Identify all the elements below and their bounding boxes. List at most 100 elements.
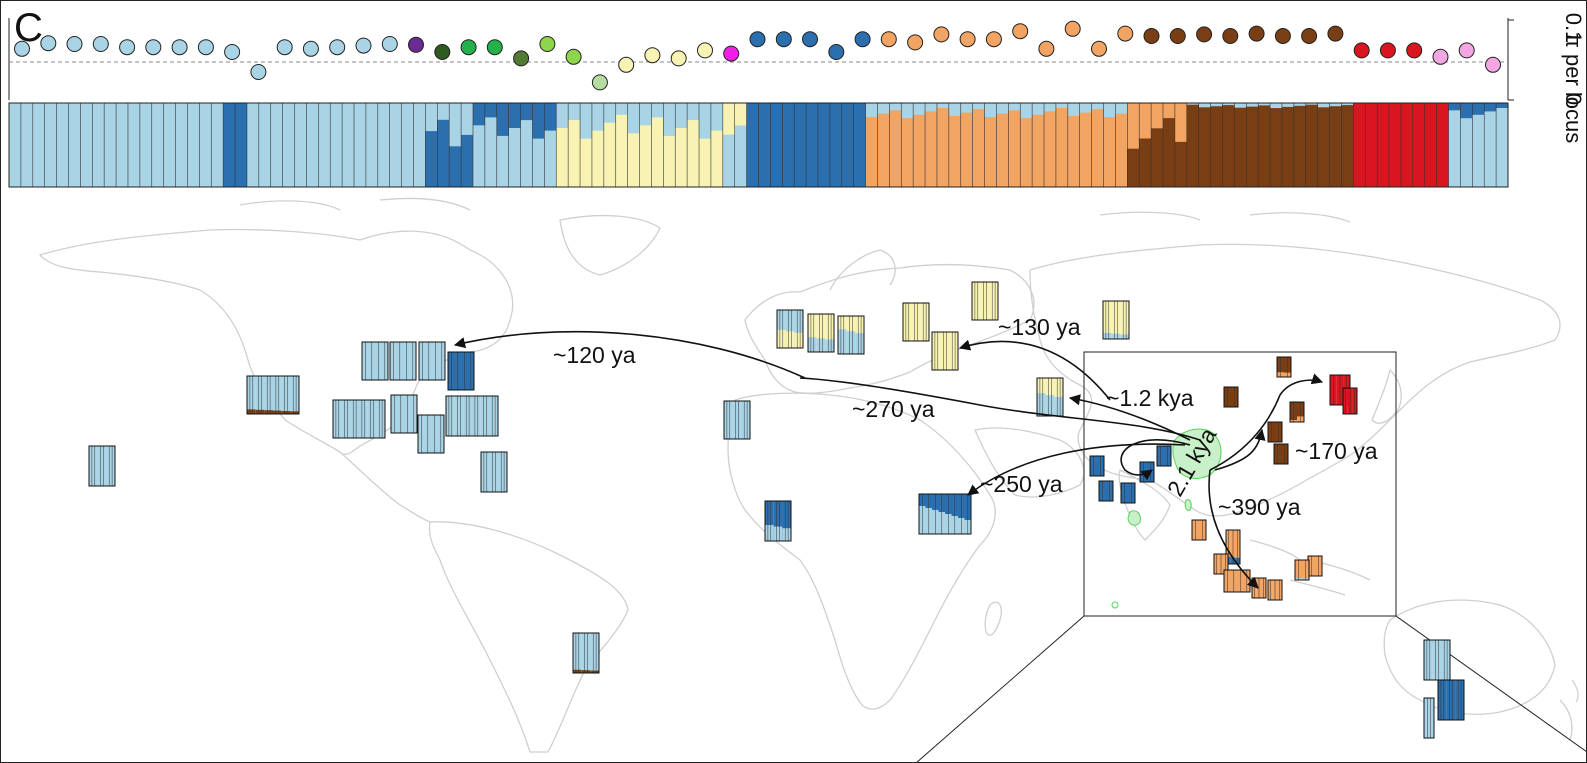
ancestry-bar [853, 103, 866, 187]
label-390ya: ~390 ya [1218, 494, 1301, 520]
ancestry-bar [1484, 103, 1497, 187]
sample-bar [89, 446, 98, 486]
ancestry-bar-admixture [663, 103, 676, 136]
ancestry-bar-admixture [960, 103, 973, 113]
ancestry-bar [1246, 103, 1259, 187]
ancestry-bar-admixture [1246, 103, 1259, 107]
sample-group-frame [480, 451, 508, 493]
diversity-point [854, 31, 871, 48]
sample-group-frame [417, 414, 445, 454]
map-madagascar [984, 601, 1002, 636]
ancestry-bar-admixture [580, 103, 593, 139]
ancestry-bar-admixture [996, 103, 1009, 114]
diversity-strip: 0.1 0 π per locus [8, 13, 1586, 143]
sample-bar [481, 452, 490, 492]
sample-bar [590, 633, 599, 673]
ancestry-bar [901, 103, 914, 187]
map-south-america [428, 521, 629, 753]
sample-group-frame [1156, 445, 1172, 467]
sample-bar [980, 282, 990, 320]
ancestry-bar [1067, 103, 1081, 187]
ancestry-bar [960, 103, 973, 187]
diversity-point [1091, 40, 1107, 57]
ancestry-bar-admixture [639, 103, 652, 126]
diversity-point [460, 39, 477, 56]
sample-bar-admixture [777, 329, 786, 348]
sample-group-frame [1139, 461, 1155, 483]
sample-group-frame [1342, 387, 1358, 415]
diversity-point [959, 31, 976, 48]
sample-bar [376, 400, 385, 438]
ancestry-bar-admixture [484, 103, 498, 118]
sample-group-frame [332, 399, 386, 439]
sample-bar [581, 633, 591, 673]
sample-group-india-2 [1098, 480, 1114, 502]
ancestry-bar-admixture [699, 103, 712, 139]
diversity-point [1248, 25, 1265, 42]
ancestry-bar-admixture [1032, 103, 1045, 115]
ancestry-bar-admixture [1258, 103, 1271, 106]
sample-bar [765, 501, 774, 541]
diversity-point [1038, 40, 1055, 57]
map-asia [1029, 243, 1561, 517]
diversity-point [1222, 28, 1239, 44]
sample-group-brazil [572, 632, 600, 674]
sample-bar [359, 400, 368, 438]
ancestry-bars [8, 103, 1509, 187]
sample-bar [454, 396, 464, 436]
ancestry-bar-admixture [734, 103, 747, 126]
sample-bar-admixture [816, 338, 826, 352]
sample-bar-admixture [581, 670, 591, 673]
sample-group-us-ne-1 [361, 341, 389, 381]
ancestry-bar-admixture [1281, 103, 1295, 107]
ancestry-bar [1222, 103, 1235, 187]
sample-bar [97, 446, 107, 486]
sample-group-frame [1273, 443, 1289, 465]
sample-group-hawaii [88, 445, 116, 487]
sample-group-frame [764, 500, 792, 542]
diversity-point [434, 44, 451, 60]
ancestry-bar [865, 103, 878, 187]
ancestry-bar-admixture [984, 103, 997, 118]
sample-group-frame [1120, 482, 1136, 504]
ancestry-bar-admixture [520, 103, 533, 121]
sample-group-china-5 [1273, 443, 1289, 465]
ancestry-bar-admixture [1127, 103, 1140, 149]
sample-group-eu-2 [807, 313, 835, 353]
diversity-point [985, 31, 1002, 48]
ancestry-bar [484, 103, 498, 187]
sample-group-eu-1 [776, 309, 804, 349]
ancestry-bar [913, 103, 926, 187]
sample-group-indonesia [1294, 559, 1310, 581]
ancestry-bar-admixture [865, 103, 878, 118]
sample-bar-admixture [247, 409, 256, 414]
sample-bar [1441, 640, 1450, 680]
ancestry-bar [1400, 103, 1414, 187]
diversity-point [224, 44, 241, 60]
map-central-america [339, 451, 431, 523]
sample-group-se-asia-1 [1191, 519, 1207, 541]
sample-group-frame [1213, 553, 1229, 575]
sample-group-frame [389, 341, 417, 381]
diversity-point [591, 74, 608, 91]
ancestry-bar [1341, 103, 1354, 187]
ancestry-bar [1270, 103, 1283, 187]
sample-group-frame [418, 341, 446, 381]
label-270ya: ~270 ya [852, 396, 935, 422]
ancestry-bar [996, 103, 1009, 187]
sample-bar [825, 314, 834, 352]
sample-bar [480, 396, 490, 436]
ancestry-bar [401, 103, 414, 187]
ancestry-bar [1353, 103, 1366, 187]
sample-group-us-ne-4 [447, 351, 475, 391]
inset-zoom-line-left [915, 615, 1085, 763]
ancestry-bar [1162, 103, 1176, 187]
ancestry-bar [92, 103, 105, 187]
sample-group-us-west [246, 375, 300, 415]
arrow-to-russia-130 [958, 339, 1111, 401]
sample-bar [498, 452, 507, 492]
diversity-point [14, 40, 30, 57]
arrow-to-india [1120, 439, 1191, 481]
ancestry-bar [1496, 103, 1509, 187]
sample-bar-admixture [273, 410, 282, 414]
